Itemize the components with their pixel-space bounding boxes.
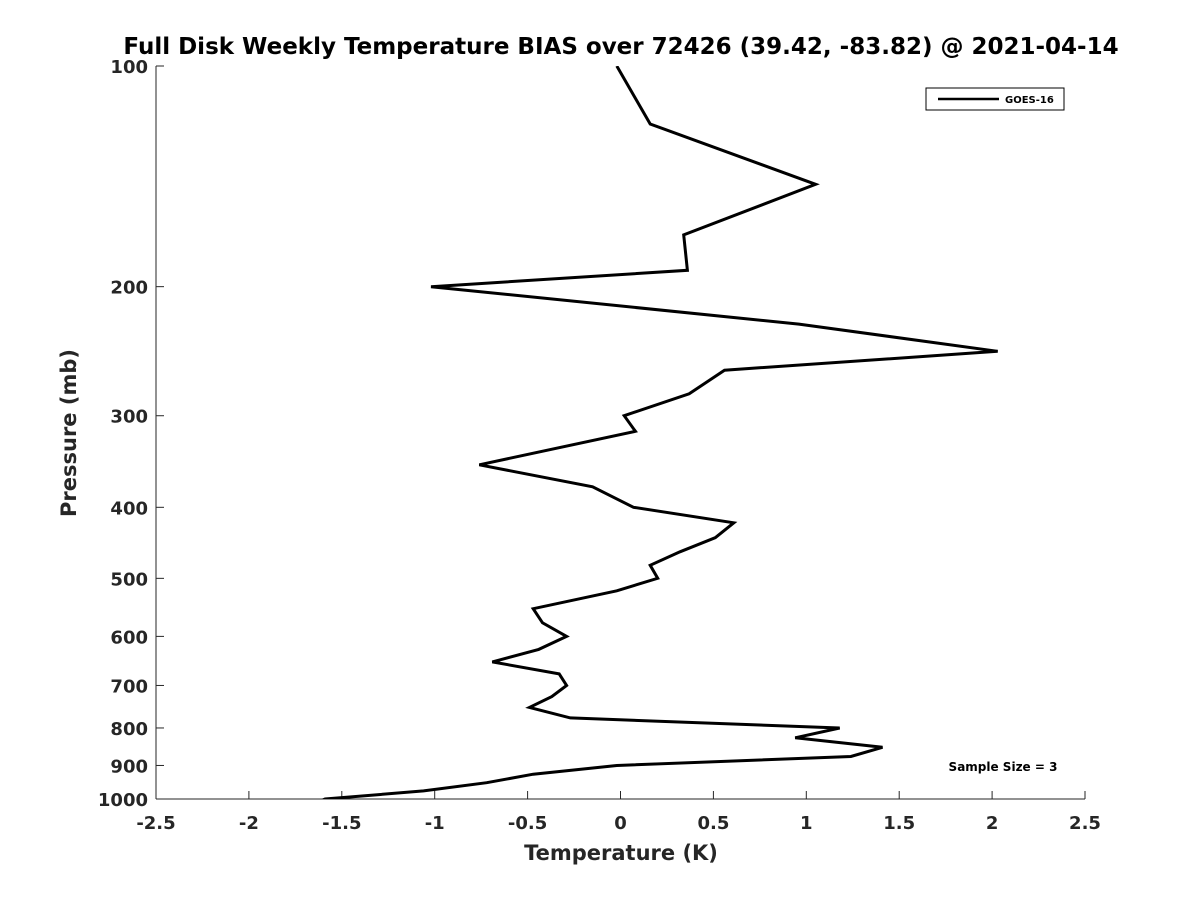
x-tick-label: 0 [614,813,627,834]
chart-title: Full Disk Weekly Temperature BIAS over 7… [123,34,1118,60]
x-tick-label: 1.5 [883,813,915,834]
y-tick-label: 200 [110,278,148,299]
y-tick-label: 700 [110,676,148,697]
legend-entry-goes-16: GOES-16 [1005,95,1054,106]
x-tick-label: 2.5 [1069,813,1101,834]
sample-size-annotation: Sample Size = 3 [949,760,1058,774]
x-tick-label: 1 [800,813,813,834]
x-tick-label: -1.5 [322,813,361,834]
legend: GOES-16 [925,87,1065,111]
y-tick-label: 600 [110,627,148,648]
y-tick-label: 500 [110,569,148,590]
y-tick-label: 100 [110,57,148,78]
y-tick-label: 1000 [98,790,148,811]
y-tick-label: 800 [110,719,148,740]
x-tick-label: 0.5 [697,813,729,834]
y-tick-label: 300 [110,407,148,428]
y-tick-label: 900 [110,756,148,777]
y-tick-label: 400 [110,498,148,519]
x-tick-label: -2 [239,813,259,834]
y-axis-label: Pressure (mb) [57,349,81,517]
x-tick-label: -2.5 [136,813,175,834]
x-tick-label: -0.5 [508,813,547,834]
plot-area: -2.5 -2 -1.5 -1 -0.5 0 0.5 1 1.5 2 2.5 100 200 300 400… [98,57,1101,834]
series-line-goes-16 [321,66,998,799]
x-tick-label: 2 [986,813,999,834]
x-axis-label: Temperature (K) [524,841,718,865]
x-tick-label: -1 [425,813,445,834]
